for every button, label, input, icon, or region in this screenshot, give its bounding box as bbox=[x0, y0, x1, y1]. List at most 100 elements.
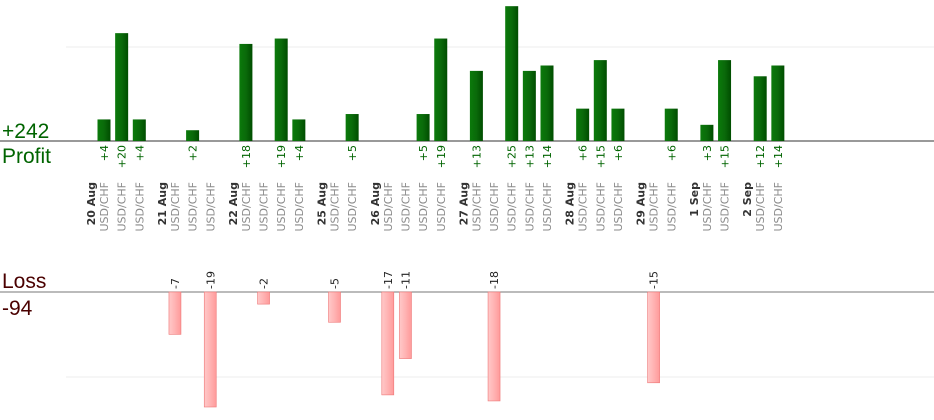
profit-value-label: +5 bbox=[417, 145, 430, 161]
profit-bar bbox=[753, 76, 767, 141]
profit-bar bbox=[576, 108, 590, 141]
pair-label: USD/CHF bbox=[329, 182, 342, 232]
loss-value-label: -18 bbox=[488, 271, 501, 289]
profit-value-label: +12 bbox=[754, 145, 767, 168]
profit-bar bbox=[522, 70, 536, 141]
pair-label: USD/CHF bbox=[577, 182, 590, 232]
loss-bar bbox=[168, 291, 182, 335]
pair-label: USD/CHF bbox=[541, 182, 554, 232]
pair-label: USD/CHF bbox=[772, 182, 785, 232]
profit-value-label: +18 bbox=[240, 145, 253, 168]
loss-bar bbox=[399, 291, 412, 359]
loss-bar bbox=[203, 291, 217, 408]
pair-label: USD/CHF bbox=[701, 182, 714, 232]
date-label: 25 Aug bbox=[316, 182, 329, 225]
profit-label: Profit bbox=[2, 145, 51, 168]
pair-label: USD/CHF bbox=[754, 182, 767, 232]
loss-label: Loss bbox=[2, 270, 46, 293]
pair-label: USD/CHF bbox=[417, 182, 430, 232]
pair-label: USD/CHF bbox=[435, 182, 448, 232]
profit-value-label: +15 bbox=[594, 145, 607, 168]
profit-value-label: +25 bbox=[506, 145, 519, 168]
date-label: 27 Aug bbox=[457, 182, 470, 225]
pair-label: USD/CHF bbox=[204, 182, 217, 232]
profit-bar bbox=[345, 114, 359, 141]
profit-value-label: +19 bbox=[435, 145, 448, 168]
pair-label: USD/CHF bbox=[470, 182, 483, 232]
profit-bar bbox=[540, 65, 554, 141]
profit-value-label: +6 bbox=[665, 145, 678, 161]
profit-value-label: +14 bbox=[772, 145, 785, 168]
date-label: 29 Aug bbox=[635, 182, 648, 225]
pair-label: USD/CHF bbox=[523, 182, 536, 232]
pair-label: USD/CHF bbox=[187, 182, 200, 232]
loss-value-label: -5 bbox=[329, 278, 342, 289]
profit-value-label: +14 bbox=[541, 145, 554, 168]
profit-value-label: +15 bbox=[719, 145, 732, 168]
loss-value-label: -2 bbox=[258, 278, 271, 289]
date-label: 1 Sep bbox=[688, 182, 701, 217]
loss-bar bbox=[487, 291, 501, 402]
pair-label: USD/CHF bbox=[275, 182, 288, 232]
loss-bar bbox=[381, 291, 395, 396]
profit-bar bbox=[664, 108, 678, 141]
profit-bar bbox=[771, 65, 785, 141]
pair-label: USD/CHF bbox=[240, 182, 253, 232]
chart-marks: 20 Aug USD/CHF +4 USD/CHF +20 USD/CHF +4 21 Aug… bbox=[85, 6, 785, 408]
date-label: 22 Aug bbox=[227, 182, 240, 225]
profit-bar bbox=[186, 130, 200, 141]
profit-bar bbox=[593, 60, 607, 141]
pair-label: USD/CHF bbox=[594, 182, 607, 232]
profit-bar bbox=[132, 119, 146, 141]
profit-value-label: +5 bbox=[346, 145, 359, 161]
profit-bar bbox=[718, 60, 732, 141]
pair-label: USD/CHF bbox=[169, 182, 182, 232]
pair-label: USD/CHF bbox=[133, 182, 146, 232]
loss-bar bbox=[647, 291, 660, 384]
date-label: 26 Aug bbox=[369, 182, 382, 225]
profit-bar bbox=[115, 33, 129, 142]
loss-bar bbox=[328, 291, 341, 323]
profit-value-label: +4 bbox=[98, 145, 111, 161]
pair-label: USD/CHF bbox=[719, 182, 732, 232]
loss-value-label: -15 bbox=[648, 271, 661, 289]
profit-bar bbox=[416, 114, 430, 141]
profit-value-label: +6 bbox=[577, 145, 590, 161]
profit-bar bbox=[505, 6, 519, 141]
profit-value-label: +13 bbox=[470, 145, 483, 168]
pair-label: USD/CHF bbox=[346, 182, 359, 232]
pair-label: USD/CHF bbox=[258, 182, 271, 232]
profit-value-label: +13 bbox=[523, 145, 536, 168]
profit-value-label: +2 bbox=[187, 145, 200, 161]
profit-total: +242 bbox=[2, 120, 49, 143]
pair-label: USD/CHF bbox=[293, 182, 306, 232]
pair-label: USD/CHF bbox=[399, 182, 412, 232]
profit-bar bbox=[700, 124, 714, 141]
pair-label: USD/CHF bbox=[612, 182, 625, 232]
pair-label: USD/CHF bbox=[116, 182, 129, 232]
profit-bar bbox=[434, 38, 448, 141]
profit-value-label: +3 bbox=[701, 145, 714, 161]
date-label: 28 Aug bbox=[564, 182, 577, 225]
profit-bar bbox=[611, 108, 625, 141]
loss-value-label: -17 bbox=[382, 271, 395, 289]
date-label: 21 Aug bbox=[156, 182, 169, 225]
profit-bar bbox=[292, 119, 306, 141]
profit-value-label: +20 bbox=[116, 145, 129, 168]
pair-label: USD/CHF bbox=[506, 182, 519, 232]
pair-label: USD/CHF bbox=[648, 182, 661, 232]
profit-value-label: +4 bbox=[133, 145, 146, 161]
pair-label: USD/CHF bbox=[382, 182, 395, 232]
date-label: 20 Aug bbox=[85, 182, 98, 225]
pair-label: USD/CHF bbox=[665, 182, 678, 232]
loss-value-label: -11 bbox=[399, 271, 412, 289]
pair-label: USD/CHF bbox=[488, 182, 501, 232]
profit-value-label: +19 bbox=[275, 145, 288, 168]
loss-bar bbox=[257, 291, 270, 305]
profit-value-label: +4 bbox=[293, 145, 306, 161]
profit-bar bbox=[469, 70, 483, 141]
loss-value-label: -19 bbox=[204, 271, 217, 289]
profit-bar bbox=[97, 119, 111, 141]
loss-total: -94 bbox=[2, 297, 33, 320]
profit-value-label: +6 bbox=[612, 145, 625, 161]
